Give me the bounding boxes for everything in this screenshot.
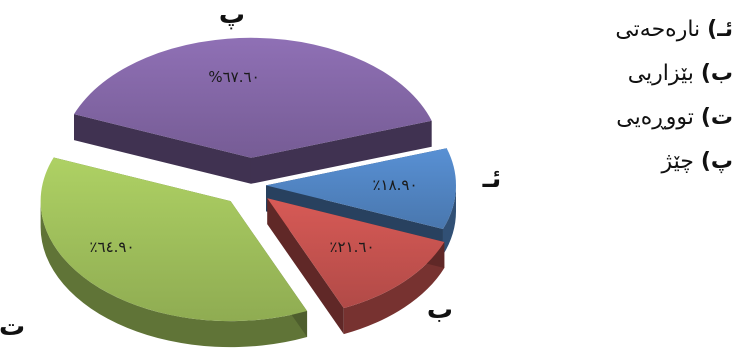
slice-value-label-a: ٪١٨.٩٠ — [372, 176, 417, 194]
slice-value-label-t: ٪٦٤.٩٠ — [89, 238, 134, 256]
slice-value-label-p: %٦٧.٦٠ — [208, 68, 259, 86]
legend-item-a: ئـ) نارەحەتی — [573, 8, 733, 52]
legend-letter-t: ت) — [700, 105, 733, 130]
legend-item-t: ت) تووڕەیی — [573, 96, 733, 140]
legend-text-a: نارەحەتی — [615, 17, 701, 42]
legend-text-t: تووڕەیی — [616, 105, 694, 130]
legend: ئـ) نارەحەتی ب) بێزاریی ت) تووڕەیی پ) چێ… — [573, 8, 733, 184]
slice-value-label-b: ٪٢١.٦٠ — [329, 238, 374, 256]
legend-item-b: ب) بێزاریی — [573, 52, 733, 96]
slice-category-label-p: پ — [219, 0, 245, 30]
legend-letter-p: پ) — [700, 149, 733, 174]
pie-slice-p — [74, 37, 432, 158]
legend-letter-a: ئـ) — [707, 17, 733, 42]
legend-text-p: چێژ — [661, 149, 694, 174]
pie-slice-t — [40, 157, 308, 322]
slice-category-label-t: ت — [0, 312, 25, 342]
legend-letter-b: ب) — [700, 61, 733, 86]
slice-category-label-a: ئـ — [482, 164, 502, 194]
slice-category-label-b: ب — [427, 295, 453, 325]
pie-slice-b — [267, 198, 445, 309]
pie-chart: ٪١٨.٩٠ ئـ ٪٢١.٦٠ ب ٪٦٤.٩٠ ت %٦٧.٦٠ پ — [0, 0, 502, 348]
pie-slice-p-side — [74, 114, 432, 184]
legend-text-b: بێزاریی — [627, 61, 694, 86]
pie-slice-a — [265, 148, 456, 230]
legend-item-p: پ) چێژ — [573, 140, 733, 184]
